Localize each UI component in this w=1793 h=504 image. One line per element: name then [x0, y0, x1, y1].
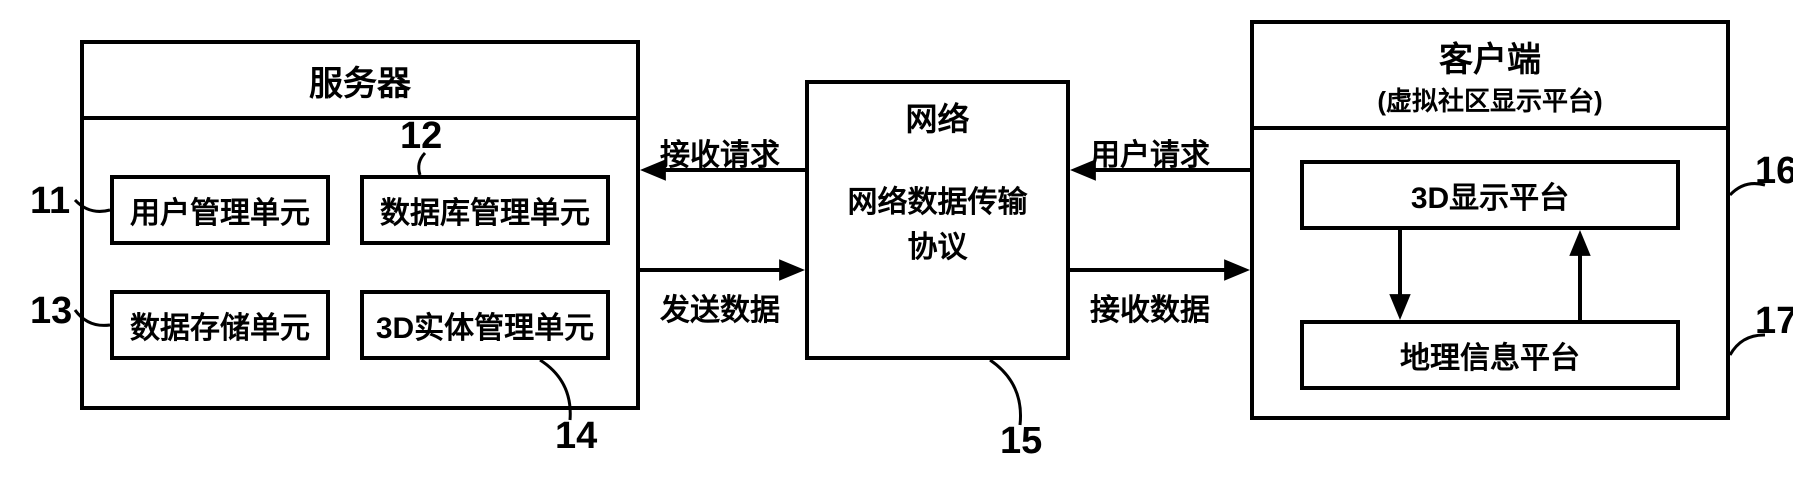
server-unit-label-u12: 数据库管理单元 [380, 188, 590, 232]
client-title: 客户端 [1439, 32, 1541, 81]
client-unit-label-u17: 地理信息平台 [1400, 333, 1580, 377]
number-n11: 11 [30, 180, 70, 223]
number-n14: 14 [555, 415, 597, 458]
arrow-send-data [640, 259, 805, 280]
network-box: 网络网络数据传输 协议 [805, 80, 1070, 360]
network-text: 网络数据传输 协议 [848, 180, 1028, 270]
server-unit-u14: 3D实体管理单元 [360, 290, 610, 360]
number-n16: 16 [1755, 150, 1793, 193]
arrow-recv-data [1070, 259, 1250, 280]
client-unit-u16: 3D显示平台 [1300, 160, 1680, 230]
server-unit-u11: 用户管理单元 [110, 175, 330, 245]
number-n13: 13 [30, 290, 72, 333]
server-unit-u12: 数据库管理单元 [360, 175, 610, 245]
label-recv-data: 接收数据 [1090, 285, 1210, 329]
server-unit-label-u13: 数据存储单元 [130, 303, 310, 347]
client-unit-u17: 地理信息平台 [1300, 320, 1680, 390]
number-n15-leader [990, 360, 1021, 425]
server-title-box: 服务器 [80, 40, 640, 120]
server-title: 服务器 [309, 56, 411, 105]
number-n12: 12 [400, 115, 442, 158]
client-unit-label-u16: 3D显示平台 [1411, 173, 1569, 217]
server-unit-label-u11: 用户管理单元 [130, 188, 310, 232]
client-title-box: 客户端(虚拟社区显示平台) [1250, 20, 1730, 130]
label-user-req: 用户请求 [1090, 130, 1210, 174]
client-subtitle: (虚拟社区显示平台) [1377, 81, 1602, 118]
server-unit-u13: 数据存储单元 [110, 290, 330, 360]
number-n17: 17 [1755, 300, 1793, 343]
network-title: 网络 [905, 94, 969, 140]
label-send-data: 发送数据 [660, 285, 780, 329]
server-unit-label-u14: 3D实体管理单元 [376, 303, 594, 347]
number-n15: 15 [1000, 420, 1042, 463]
label-recv-req: 接收请求 [660, 130, 780, 174]
